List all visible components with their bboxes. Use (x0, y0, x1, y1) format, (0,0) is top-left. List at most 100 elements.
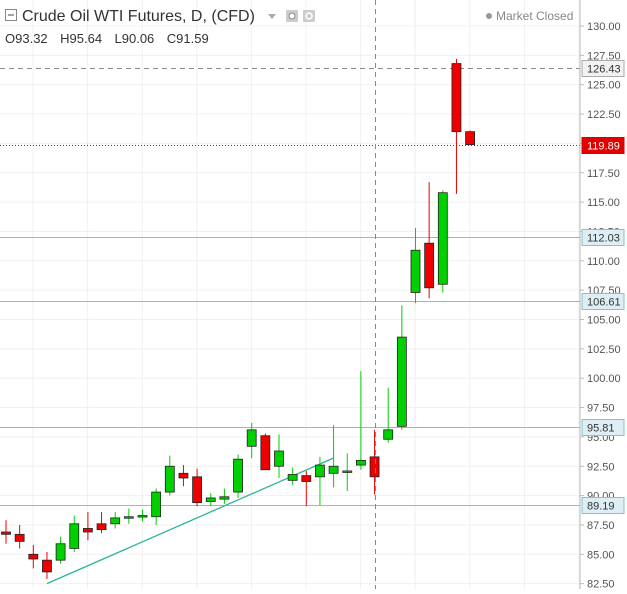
candle-body (123, 516, 134, 519)
price-label-box (581, 497, 625, 514)
candle-up (219, 488, 230, 504)
candle-down (369, 429, 380, 495)
y-tick-label: 110.00 (587, 256, 620, 268)
candle-up (205, 493, 216, 507)
candle-body (1, 531, 11, 535)
candle-body (260, 435, 271, 471)
ohlc-open-value: 93.32 (15, 31, 48, 46)
candle-up (437, 190, 448, 293)
candle-up (315, 456, 325, 505)
candle-body (137, 515, 148, 518)
horizontal-lines (0, 68, 580, 506)
price-label-text: 126.43 (587, 64, 621, 76)
candle-body (328, 465, 339, 474)
candle-up (342, 453, 353, 491)
candle-up (396, 305, 407, 430)
y-tick-label: 102.50 (587, 344, 621, 356)
candle-body (151, 491, 162, 518)
candle-body (233, 458, 243, 493)
candle-body (14, 533, 25, 542)
candle-body (315, 464, 325, 478)
candle-down (192, 468, 203, 507)
y-tick-label: 127.50 (587, 50, 621, 62)
y-tick-label: 92.50 (587, 461, 615, 473)
ohlc-open-key: O (5, 31, 15, 46)
candle-body (301, 475, 312, 482)
y-tick-label: 130.00 (587, 21, 621, 33)
candle-up (55, 536, 66, 564)
candle-down (96, 512, 107, 534)
candle-down (260, 433, 271, 471)
candle-body (192, 476, 203, 504)
price-label-text: 106.61 (587, 297, 621, 309)
candle-up (233, 454, 243, 498)
price-label-text: 119.89 (587, 141, 620, 153)
price-label-box (581, 60, 625, 77)
market-status-dot (486, 13, 492, 19)
candle-up (355, 371, 366, 470)
candle-body (396, 336, 407, 427)
candle-body (437, 192, 448, 285)
ohlc-high-key: H (60, 31, 69, 46)
chart-header: Crude Oil WTI Futures, D, (CFD) Market C… (5, 8, 573, 46)
y-tick-label: 105.00 (587, 315, 621, 327)
y-tick-label: 97.50 (587, 403, 615, 415)
candle-up (123, 508, 134, 524)
price-label-text: 95.81 (587, 423, 615, 435)
candle-body (205, 497, 216, 502)
y-tick-label: 115.00 (587, 197, 620, 209)
candle-body (246, 429, 257, 447)
candle-body (164, 465, 175, 493)
candle-body (410, 249, 421, 293)
price-label-text: 112.03 (587, 233, 620, 245)
settings-icon-gear (305, 12, 313, 20)
trend-lines (46, 457, 334, 585)
candle-body (42, 559, 52, 573)
candle-down (14, 524, 25, 549)
candle-body (465, 131, 476, 145)
candle-body (110, 517, 121, 525)
candle-body (83, 528, 93, 533)
market-status: Market Closed (496, 9, 573, 23)
candle-body (55, 543, 66, 561)
candle-body (287, 474, 298, 481)
y-tick-label: 122.50 (587, 109, 621, 121)
ohlc-close-key: C (167, 31, 176, 46)
candle-down (28, 544, 39, 569)
price-label-box (581, 137, 625, 154)
settings-icon[interactable] (303, 10, 315, 22)
candle-body (424, 242, 435, 289)
candle-body (451, 63, 462, 133)
candle-body (69, 523, 80, 549)
candle-up (410, 227, 421, 304)
candle-up (383, 387, 394, 443)
candle-body (96, 523, 107, 531)
candle-up (328, 425, 339, 488)
candle-body (178, 472, 189, 479)
price-label-box (581, 293, 625, 310)
candle-up (137, 509, 148, 522)
candle-body (28, 553, 39, 560)
candle-body (342, 470, 353, 473)
y-tick-label: 125.00 (587, 80, 621, 92)
y-tick-label: 85.00 (587, 549, 615, 561)
candle-down (465, 130, 476, 145)
candle-down (178, 465, 189, 487)
candle-body (369, 456, 380, 478)
y-tick-label: 82.50 (587, 579, 615, 589)
ohlc-close-value: 91.59 (176, 31, 209, 46)
dropdown-caret-icon[interactable] (268, 14, 276, 19)
visibility-icon-dot (288, 12, 296, 20)
y-tick-label: 117.50 (587, 168, 620, 180)
candles (1, 58, 476, 579)
candle-down (451, 58, 462, 194)
candle-up (110, 512, 121, 529)
candle-up (151, 488, 162, 525)
candle-up (69, 515, 80, 552)
ohlc-low-value: 90.06 (122, 31, 155, 46)
y-tick-label: 100.00 (587, 373, 621, 385)
candle-down (424, 182, 435, 299)
price-label-box (581, 229, 625, 246)
